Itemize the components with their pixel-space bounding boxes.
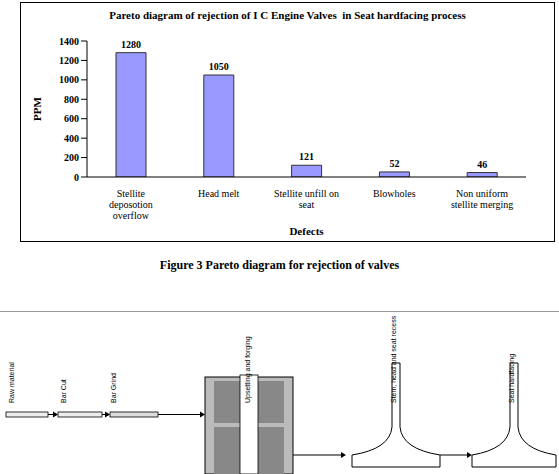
html-text:Figure 3 Pareto diagram for re: Figure 3 Pareto diagram for rejection of… — [159, 258, 400, 272]
svg-text:1050: 1050 — [209, 61, 229, 72]
svg-text:1280: 1280 — [121, 39, 141, 50]
svg-text:1200: 1200 — [59, 55, 79, 66]
svg-text:Upsetting and forging: Upsetting and forging — [244, 336, 252, 403]
svg-text:600: 600 — [64, 113, 79, 124]
svg-text:Stellitedeposotionoverflow: Stellitedeposotionoverflow — [109, 188, 153, 221]
svg-text:Head melt: Head melt — [198, 188, 240, 199]
html-text:Pareto diagram of rejection of: Pareto diagram of rejection of I C Engin… — [109, 9, 466, 21]
svg-text:Seat hardfacing: Seat hardfacing — [508, 354, 516, 403]
svg-text:Bar Cut: Bar Cut — [60, 379, 67, 403]
svg-text:Stellite unfill onseat: Stellite unfill onseat — [274, 188, 339, 210]
svg-text:400: 400 — [64, 133, 79, 144]
svg-text:1400: 1400 — [59, 36, 79, 47]
svg-text:200: 200 — [64, 152, 79, 163]
svg-text:PPM: PPM — [31, 96, 43, 120]
svg-text:121: 121 — [299, 151, 314, 162]
svg-text:Defects: Defects — [289, 225, 324, 237]
svg-text:1000: 1000 — [59, 74, 79, 85]
svg-text:46: 46 — [477, 159, 487, 170]
svg-text:Bar Grind: Bar Grind — [110, 373, 117, 403]
svg-text:800: 800 — [64, 94, 79, 105]
svg-text:Stem, head and seat recess: Stem, head and seat recess — [390, 315, 397, 403]
svg-text:Blowholes: Blowholes — [373, 188, 416, 199]
svg-text:52: 52 — [389, 158, 399, 169]
svg-text:Raw material: Raw material — [8, 362, 15, 403]
svg-text:Non uniformstellite merging: Non uniformstellite merging — [451, 188, 513, 210]
svg-text:0: 0 — [74, 172, 79, 183]
